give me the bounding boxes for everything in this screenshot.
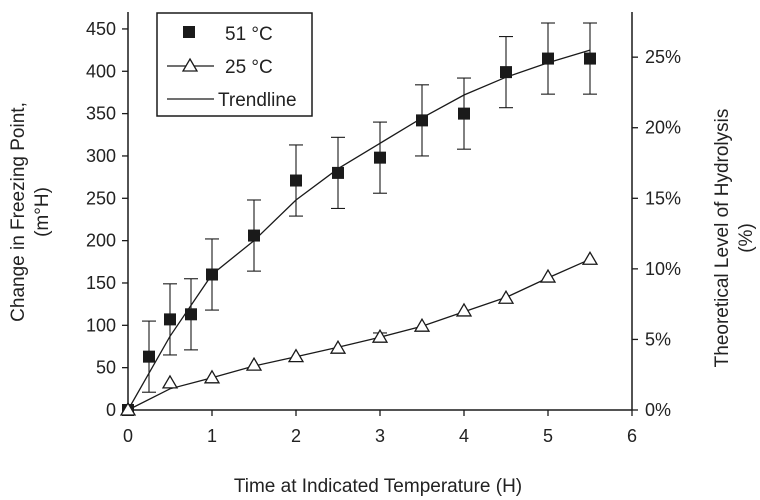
x-axis-title: Time at Indicated Temperature (H): [234, 476, 522, 497]
y-tick-label: 300: [86, 146, 116, 166]
x-tick-label: 0: [123, 426, 133, 446]
y2-tick-label: 5%: [645, 329, 671, 349]
data-point-51c: [206, 268, 218, 281]
data-point-51c: [290, 174, 302, 187]
y-tick-label: 250: [86, 188, 116, 208]
trendlines: [127, 49, 591, 411]
y-tick-label: 100: [86, 315, 116, 335]
y-tick-label: 200: [86, 231, 116, 251]
legend-label-trendline: Trendline: [218, 90, 297, 111]
y2-tick-label: 20%: [645, 118, 681, 138]
legend: 51 °C 25 °C Trendline: [156, 12, 313, 117]
x-tick-label: 3: [375, 426, 385, 446]
data-point-25c: [329, 339, 347, 354]
data-point-51c: [164, 313, 176, 326]
data-point-25c: [455, 302, 473, 317]
data-point-25c: [497, 289, 515, 304]
data-point-51c: [500, 66, 512, 79]
legend-label-51c: 51 °C: [225, 24, 273, 45]
x-tick-label: 2: [291, 426, 301, 446]
data-point-25c: [413, 317, 431, 332]
data-point-51c: [416, 114, 428, 127]
y2-tick-label: 15%: [645, 188, 681, 208]
data-point-51c: [458, 107, 470, 120]
legend-marker-25c: [181, 57, 199, 72]
y2-tick-label: 0%: [645, 400, 671, 420]
y-tick-label: 150: [86, 273, 116, 293]
data-point-25c: [581, 250, 599, 265]
x-tick-label: 5: [543, 426, 553, 446]
data-point-51c: [374, 151, 386, 164]
x-tick-label: 4: [459, 426, 469, 446]
data-point-25c: [245, 356, 263, 371]
y-axis-title-line2: (m°H): [32, 187, 53, 237]
data-point-51c: [143, 350, 155, 363]
data-point-25c: [287, 348, 305, 363]
data-point-25c: [119, 401, 137, 416]
data-point-51c: [332, 166, 344, 179]
y-axis-title-line1: Change in Freezing Point,: [8, 102, 29, 322]
y2-axis-title-line2: (%): [736, 223, 757, 253]
data-point-51c: [185, 308, 197, 321]
data-markers: [119, 52, 599, 416]
axes: 0 1 2 3 4 5 6 0 50 100 150 200 250 300 350 400 450 0% 5% 10…: [86, 12, 681, 446]
data-point-25c: [203, 369, 221, 384]
data-point-51c: [248, 229, 260, 242]
y-tick-label: 50: [96, 358, 116, 378]
x-tick-label: 6: [627, 426, 637, 446]
data-point-25c: [539, 268, 557, 283]
y-tick-label: 400: [86, 61, 116, 81]
y2-tick-label: 10%: [645, 259, 681, 279]
legend-marker-51c: [183, 26, 195, 38]
y-tick-label: 350: [86, 104, 116, 124]
axis-titles: Time at Indicated Temperature (H) Change…: [8, 102, 757, 497]
data-point-25c: [161, 374, 179, 389]
trendline: [127, 258, 591, 411]
trendline: [127, 49, 591, 411]
data-point-51c: [584, 52, 596, 65]
data-point-25c: [371, 328, 389, 343]
x-tick-label: 1: [207, 426, 217, 446]
legend-label-25c: 25 °C: [225, 57, 273, 78]
data-point-51c: [542, 52, 554, 65]
y2-tick-label: 25%: [645, 47, 681, 67]
y2-axis-title-line1: Theoretical Level of Hydrolysis: [712, 109, 733, 368]
y-tick-label: 450: [86, 19, 116, 39]
y-tick-label: 0: [106, 400, 116, 420]
